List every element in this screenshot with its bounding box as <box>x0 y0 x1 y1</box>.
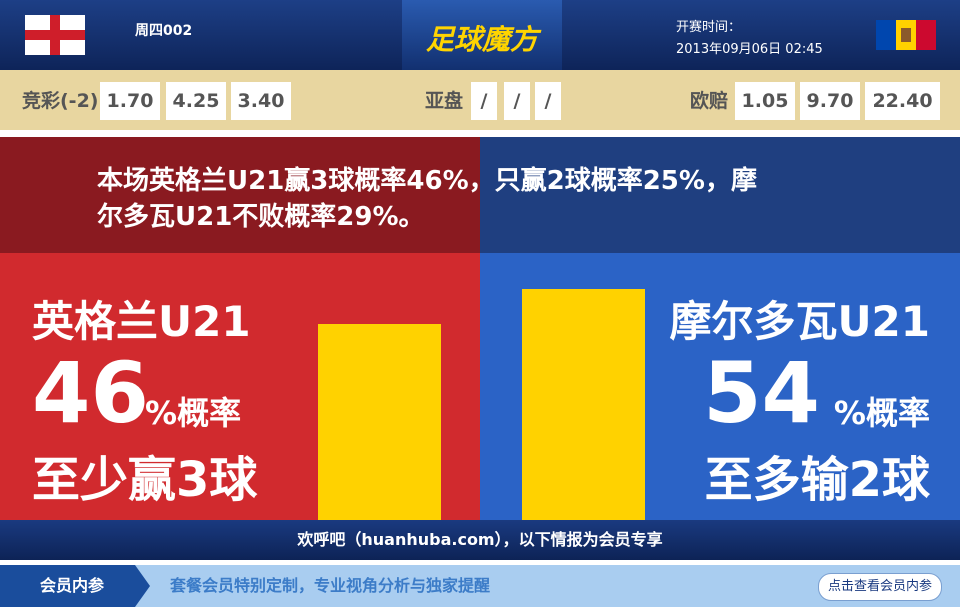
kickoff-time: 2013年09月06日 02:45 <box>676 42 823 57</box>
headline-line: 本场英格兰U21赢3球概率46%，只赢2球概率25%，摩 <box>97 166 757 196</box>
team-name: 英格兰U21 <box>32 297 251 346</box>
headline-line: 尔多瓦U21不败概率29%。 <box>97 202 425 232</box>
odds-value: / <box>535 82 561 120</box>
team-name: 摩尔多瓦U21 <box>669 297 930 346</box>
team-pct: 46 <box>32 344 149 442</box>
logo-bg <box>402 0 562 70</box>
pct-suffix: %概率 <box>145 394 242 432</box>
member-button[interactable]: 点击查看会员内参 <box>818 573 942 601</box>
headline-bg-left <box>0 137 480 253</box>
footer-bar <box>0 565 960 607</box>
odds-value: 9.70 <box>800 82 860 120</box>
odds-value: 1.70 <box>100 82 160 120</box>
odds-value: 3.40 <box>231 82 291 120</box>
pct-suffix: %概率 <box>833 394 930 432</box>
england-flag <box>25 15 85 55</box>
notice: 欢呼吧（huanhuba.com），以下情报为会员专享 <box>0 520 960 560</box>
kickoff-label: 开赛时间： <box>676 20 742 35</box>
odds-label: 竞彩(-2) <box>22 90 99 112</box>
footer-text: 套餐会员特别定制，专业视角分析与独家提醒 <box>170 576 491 595</box>
headline-bg-right <box>480 137 960 253</box>
odds-label: 亚盘 <box>425 90 464 112</box>
footer-tab: 会员内参 <box>0 565 150 607</box>
probability-bar <box>522 289 645 520</box>
odds-label: 欧赔 <box>690 90 729 112</box>
logo: 足球魔方 <box>425 23 538 56</box>
team-outcome: 至少赢3球 <box>32 452 258 508</box>
probability-bar <box>318 323 441 520</box>
team-outcome: 至多输2球 <box>704 452 930 508</box>
odds-value: 4.25 <box>166 82 226 120</box>
odds-value: / <box>471 82 497 120</box>
odds-value: 22.40 <box>865 82 940 120</box>
team-pct: 54 <box>703 344 820 442</box>
match-no: 周四002 <box>135 23 193 39</box>
odds-value: / <box>504 82 530 120</box>
moldova-flag <box>876 20 936 50</box>
odds-value: 1.05 <box>735 82 795 120</box>
